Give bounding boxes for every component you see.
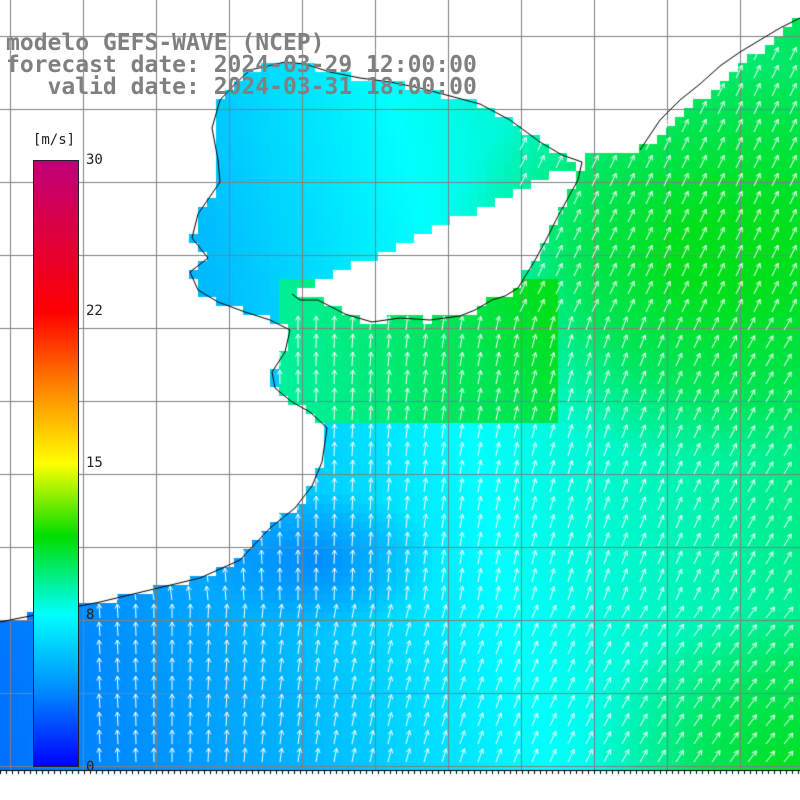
colorbar-tick-30: 30 bbox=[86, 152, 103, 168]
colorbar-unit: [m/s] bbox=[32, 132, 76, 148]
forecast-date: forecast date: 2024-03-29 12:00:00 bbox=[6, 52, 477, 78]
valid-date: valid date: 2024-03-31 18:00:00 bbox=[6, 74, 477, 100]
model-title: modelo GEFS-WAVE (NCEP) bbox=[6, 30, 325, 56]
colorbar-tick-22: 22 bbox=[86, 303, 103, 319]
colorbar-tick-8: 8 bbox=[86, 607, 95, 623]
colorbar-tick-0: 0 bbox=[86, 759, 95, 775]
colorbar-tick-15: 15 bbox=[86, 455, 103, 471]
colorbar bbox=[33, 160, 79, 767]
